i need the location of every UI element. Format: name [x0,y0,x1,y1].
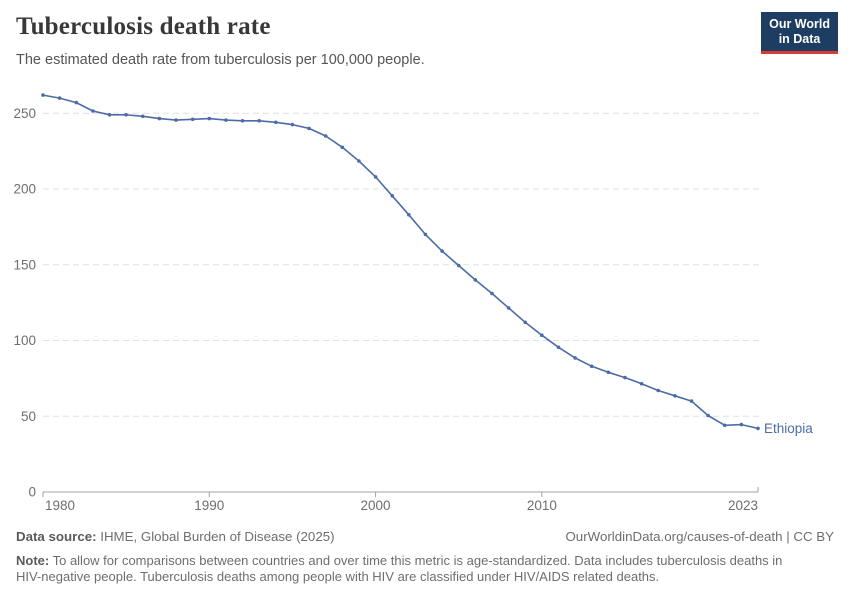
data-point[interactable] [739,422,744,427]
data-point[interactable] [207,116,212,121]
data-point[interactable] [689,399,694,403]
y-axis-tick-label: 150 [13,257,36,272]
data-point[interactable] [506,306,511,310]
data-point[interactable] [706,413,710,418]
data-point[interactable] [573,356,577,360]
data-point[interactable] [589,364,594,369]
footer-note: Note: To allow for comparisons between c… [16,553,788,585]
data-point[interactable] [722,423,727,428]
data-point[interactable] [190,117,195,122]
y-axis-tick-label: 50 [21,409,36,424]
data-source-label: Data source: [16,529,97,544]
x-axis-tick-label: 2023 [728,498,758,513]
data-point[interactable] [473,278,478,282]
data-point[interactable] [639,381,644,386]
data-source-text: IHME, Global Burden of Disease (2025) [96,529,335,544]
data-point[interactable] [673,394,677,398]
chart-subtitle: The estimated death rate from tuberculos… [16,52,425,68]
data-point[interactable] [240,119,245,123]
data-point[interactable] [407,213,411,217]
x-axis-tick-label: 2010 [527,498,557,513]
series-end-label[interactable]: Ethiopia [764,421,813,436]
y-axis-tick-label: 100 [13,333,36,348]
data-point[interactable] [373,175,378,179]
data-point[interactable] [57,96,62,100]
x-axis-tick-label: 2000 [361,498,391,513]
data-point[interactable] [290,122,295,127]
data-point[interactable] [456,263,461,268]
data-point[interactable] [656,388,660,393]
x-axis-tick-label: 1990 [194,498,224,513]
owid-logo-line2: in Data [778,32,821,46]
data-point[interactable] [556,345,561,350]
data-point[interactable] [523,320,527,325]
data-point[interactable] [224,118,228,122]
data-point[interactable] [41,93,45,97]
data-source-line: Data source: IHME, Global Burden of Dise… [16,529,335,544]
data-point[interactable] [440,249,444,253]
page-title: Tuberculosis death rate [16,13,271,40]
data-point[interactable] [323,134,328,138]
data-point[interactable] [540,333,544,338]
x-axis-tick-label: 1980 [45,498,75,513]
owid-logo[interactable]: Our World in Data [761,12,838,54]
owid-logo-line1: Our World [769,17,830,31]
y-axis-tick-label: 250 [13,106,36,121]
data-point[interactable] [390,194,395,198]
data-point[interactable] [340,145,345,150]
data-point[interactable] [490,291,494,296]
data-point[interactable] [107,113,112,117]
data-point[interactable] [74,100,79,105]
note-label: Note: [16,553,50,568]
y-axis-tick-label: 0 [28,485,36,500]
note-text: To allow for comparisons between countri… [16,553,783,584]
data-point[interactable] [274,120,278,125]
data-point[interactable] [91,109,95,113]
trend-line-ethiopia[interactable] [42,94,759,430]
footer-row: Data source: IHME, Global Burden of Dise… [16,529,834,544]
data-point[interactable] [141,114,145,119]
data-point[interactable] [623,375,627,380]
data-point[interactable] [756,426,760,431]
y-axis-tick-label: 200 [13,182,36,197]
data-point[interactable] [606,370,611,375]
data-point[interactable] [307,126,311,131]
data-point[interactable] [157,116,162,121]
data-point[interactable] [357,159,361,163]
owid-citation-link[interactable]: OurWorldinData.org/causes-of-death | CC … [565,529,834,544]
data-point[interactable] [174,118,178,122]
data-point[interactable] [124,113,128,117]
data-point[interactable] [257,119,262,123]
data-point[interactable] [423,232,428,237]
